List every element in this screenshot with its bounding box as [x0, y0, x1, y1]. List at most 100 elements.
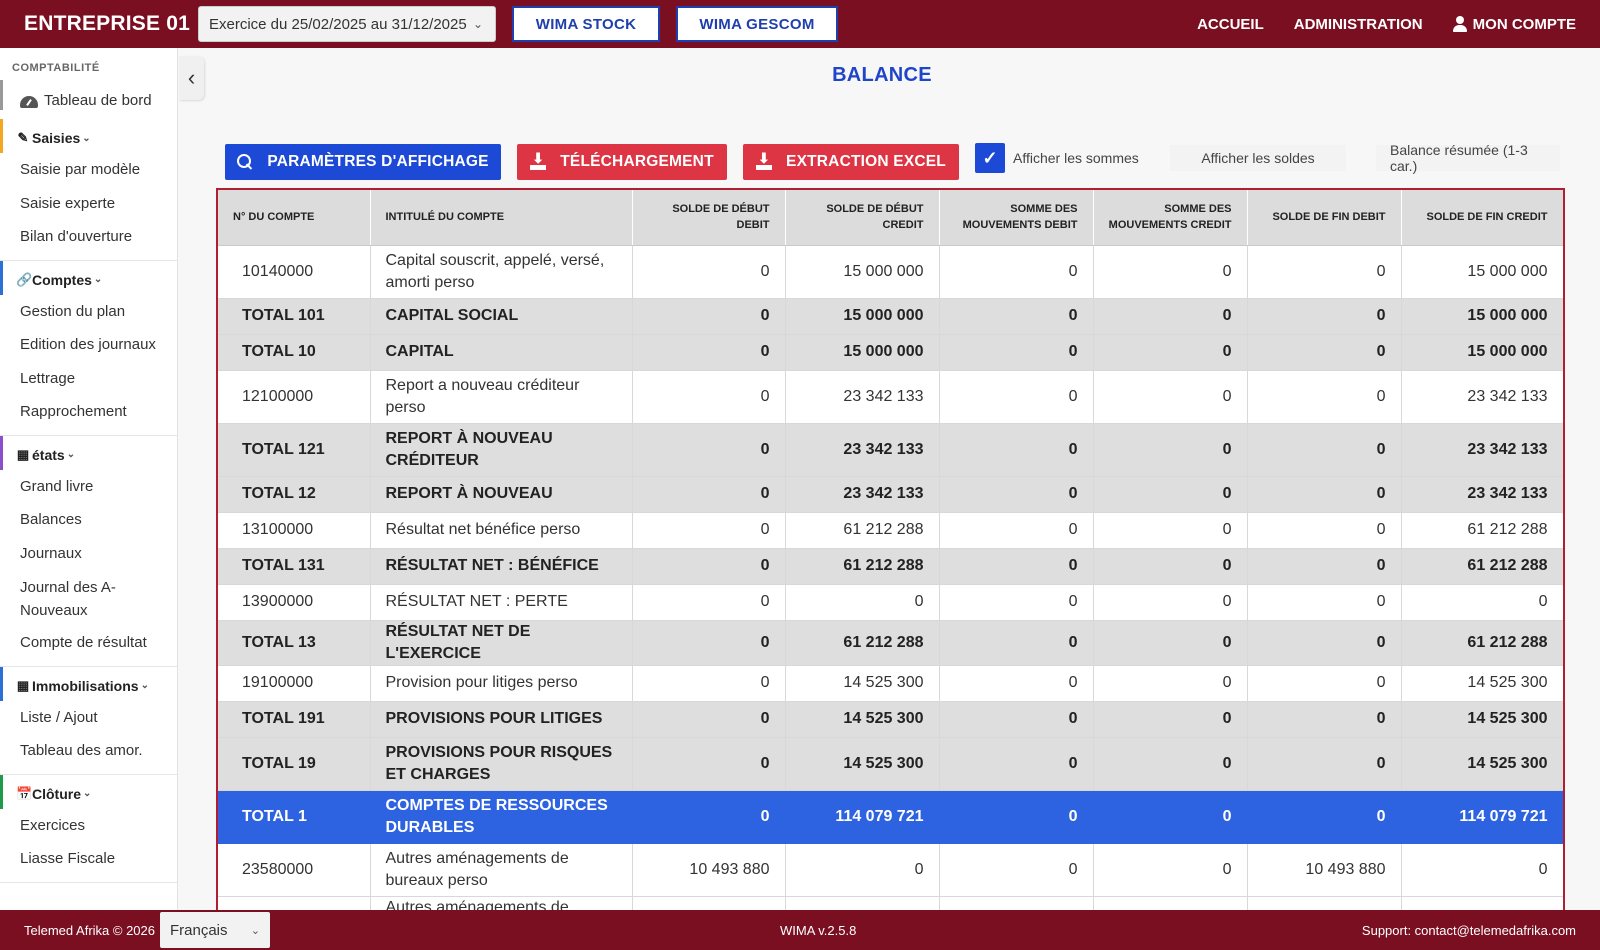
column-header[interactable]: SOMME DES MOUVEMENTS DEBIT — [939, 190, 1094, 246]
sidebar-item-exercices[interactable]: Exercices — [20, 816, 86, 834]
sidebar-section-cloture: 📅 Clôture ⌄ Exercices Liasse Fiscale — [0, 774, 177, 883]
summary-balance-option[interactable]: Balance résumée (1-3 car.) — [1376, 142, 1560, 174]
wima-gescom-button[interactable]: WIMA GESCOM — [676, 6, 838, 42]
amount-cell: 0 — [939, 548, 1094, 585]
document-icon: ▦ — [16, 446, 30, 462]
sidebar-section-toggle-etats[interactable]: ▦ états ⌄ — [0, 436, 177, 470]
nav-administration[interactable]: ADMINISTRATION — [1293, 15, 1423, 33]
amount-cell: 0 — [1247, 665, 1402, 702]
table-row[interactable]: 19100000 Provision pour litiges perso 0 14 … — [218, 665, 1563, 702]
sidebar-item-tableau-de-bord[interactable]: Tableau de bord — [0, 84, 177, 119]
balance-table-container[interactable]: N° DU COMPTE INTITULÉ DU COMPTE SOLDE DE… — [216, 188, 1565, 910]
language-select[interactable]: Français ⌄ — [160, 912, 270, 948]
column-header[interactable]: SOMME DES MOUVEMENTS CREDIT — [1093, 190, 1248, 246]
sidebar-section-toggle-saisies[interactable]: ✎ Saisies ⌄ — [0, 119, 177, 153]
excel-export-label: EXTRACTION EXCEL — [786, 153, 946, 170]
amount-cell: 0 — [1247, 548, 1402, 585]
chevron-down-icon: ⌄ — [140, 680, 149, 691]
amount-cell: 0 — [632, 370, 786, 424]
table-row-total[interactable]: TOTAL 101 CAPITAL SOCIAL 0 15 000 000 0 0 0 15 … — [218, 298, 1563, 335]
sidebar-item-bilan-ouverture[interactable]: Bilan d'ouverture — [20, 228, 133, 245]
amount-cell: 0 — [1247, 790, 1402, 844]
amount-cell — [632, 896, 786, 910]
amount-cell: 14 525 300 — [785, 737, 940, 791]
sidebar-item-lettrage[interactable]: Lettrage — [20, 369, 76, 387]
amount-cell: 15 000 000 — [1401, 334, 1563, 371]
column-header[interactable]: SOLDE DE DÉBUT DEBIT — [632, 190, 786, 246]
sidebar-section-saisies: ✎ Saisies ⌄ Saisie par modèle Saisie exp… — [0, 119, 177, 261]
amount-cell: 0 — [632, 665, 786, 702]
sidebar-item-rapprochement[interactable]: Rapprochement — [20, 403, 127, 420]
table-row[interactable]: 13100000 Résultat net bénéfice perso 0 61 2… — [218, 512, 1563, 549]
table-row[interactable]: 13900000 RÉSULTAT NET : PERTE 0 0 0 0 0 0 — [218, 584, 1563, 621]
sidebar-section-title: Immobilisations — [32, 677, 139, 694]
table-row-total[interactable]: TOTAL 12 REPORT À NOUVEAU 0 23 342 133 0 0 0 23… — [218, 476, 1563, 513]
sidebar-item-journaux[interactable]: Journaux — [20, 544, 82, 562]
sidebar-item-liasse-fiscale[interactable]: Liasse Fiscale — [20, 850, 116, 867]
sidebar-item-edition-des-journaux[interactable]: Edition des journaux — [20, 336, 156, 353]
sidebar-item-gestion-du-plan[interactable]: Gestion du plan — [20, 302, 126, 320]
column-header[interactable]: SOLDE DE FIN DEBIT — [1247, 190, 1402, 246]
chevron-down-icon: ⌄ — [250, 924, 260, 937]
sidebar-item-saisie-par-modele[interactable]: Saisie par modèle — [20, 161, 141, 178]
table-row[interactable]: 12100000 Report a nouveau créditeur perso… — [218, 370, 1563, 424]
column-header[interactable]: N° DU COMPTE — [218, 190, 371, 246]
amount-cell: 15 000 000 — [1401, 245, 1563, 299]
sidebar-item-tableau-des-amor[interactable]: Tableau des amor. — [20, 742, 143, 759]
sidebar-heading: COMPTABILITÉ — [12, 62, 100, 74]
support-contact[interactable]: Support: contact@telemedafrika.com — [1361, 922, 1576, 938]
company-name[interactable]: ENTREPRISE 01 — [24, 12, 190, 35]
nav-mon-compte-label: MON COMPTE — [1472, 15, 1576, 33]
exercise-select[interactable]: Exercice du 25/02/2025 au 31/12/2025 ⌄ — [198, 6, 496, 42]
account-label-cell: COMPTES DE RESSOURCES DURABLES — [370, 790, 633, 844]
column-header[interactable]: SOLDE DE DÉBUT CREDIT — [785, 190, 940, 246]
table-header-row: N° DU COMPTE INTITULÉ DU COMPTE SOLDE DE… — [218, 190, 1563, 246]
account-label-cell: PROVISIONS POUR RISQUES ET CHARGES — [370, 737, 633, 791]
sidebar-item-balances[interactable]: Balances — [20, 511, 82, 528]
section-color-bar — [0, 80, 3, 110]
show-sums-checkbox[interactable]: ✓ — [975, 143, 1005, 173]
account-label-cell: CAPITAL — [370, 334, 633, 371]
sidebar-section-toggle-immobilisations[interactable]: ▦ Immobilisations ⌄ — [0, 667, 177, 701]
sidebar-item-saisie-experte[interactable]: Saisie experte — [20, 194, 116, 212]
sidebar-section-toggle-cloture[interactable]: 📅 Clôture ⌄ — [0, 775, 177, 809]
account-label-cell: PROVISIONS POUR LITIGES — [370, 701, 633, 738]
table-row[interactable]: 23580000 Autres aménagements de bureaux p… — [218, 843, 1563, 897]
wima-stock-button[interactable]: WIMA STOCK — [512, 6, 660, 42]
column-header[interactable]: SOLDE DE FIN CREDIT — [1401, 190, 1563, 246]
chevron-down-icon: ⌄ — [93, 274, 103, 285]
download-button[interactable]: TÉLÉCHARGEMENT — [517, 144, 727, 180]
amount-cell: 0 — [632, 298, 786, 335]
show-sums-option[interactable]: ✓ Afficher les sommes — [975, 143, 1139, 173]
amount-cell — [1401, 896, 1563, 910]
table-row-total[interactable]: TOTAL 13 RÉSULTAT NET DE L'EXERCICE 0 61 21… — [218, 620, 1563, 666]
sidebar-section-toggle-comptes[interactable]: 🔗 Comptes ⌄ — [0, 261, 177, 295]
table-row[interactable]: 10140000 Capital souscrit, appelé, versé,… — [218, 245, 1563, 299]
sidebar-item-journal-a-nouveaux[interactable]: Journal des A-Nouveaux — [20, 579, 116, 619]
account-label-cell: REPORT À NOUVEAU — [370, 476, 633, 513]
excel-export-button[interactable]: EXTRACTION EXCEL — [743, 144, 959, 180]
amount-cell: 0 — [632, 584, 786, 621]
column-header[interactable]: INTITULÉ DU COMPTE — [370, 190, 633, 246]
table-row-total[interactable]: TOTAL 131 RÉSULTAT NET : BÉNÉFICE 0 61 212 … — [218, 548, 1563, 585]
sidebar-item-grand-livre[interactable]: Grand livre — [20, 477, 94, 495]
table-row-total[interactable]: TOTAL 19 PROVISIONS POUR RISQUES ET CHARG… — [218, 737, 1563, 791]
sidebar-item-compte-de-resultat[interactable]: Compte de résultat — [20, 634, 147, 651]
sidebar-collapse-button[interactable]: ‹ — [179, 56, 204, 100]
table-row-total[interactable]: TOTAL 10 CAPITAL 0 15 000 000 0 0 0 15 000 000 — [218, 334, 1563, 371]
table-row-total[interactable]: TOTAL 121 REPORT À NOUVEAU CRÉDITEUR 0 23 3… — [218, 423, 1563, 477]
show-balances-option[interactable]: Afficher les soldes — [1170, 145, 1346, 171]
table-row-grand-total[interactable]: TOTAL 1 COMPTES DE RESSOURCES DURABLES 0 11… — [218, 790, 1563, 844]
account-label-cell: RÉSULTAT NET : BÉNÉFICE — [370, 548, 633, 585]
table-row[interactable]: Autres aménagements de — [218, 896, 1563, 910]
account-number-cell: 23580000 — [218, 843, 371, 897]
display-params-button[interactable]: PARAMÈTRES D'AFFICHAGE — [225, 144, 501, 180]
sidebar-item-liste-ajout[interactable]: Liste / Ajout — [20, 708, 98, 726]
amount-cell: 0 — [939, 790, 1094, 844]
nav-accueil[interactable]: ACCUEIL — [1197, 15, 1264, 33]
table-row-total[interactable]: TOTAL 191 PROVISIONS POUR LITIGES 0 14 525 … — [218, 701, 1563, 738]
sidebar-section-etats: ▦ états ⌄ Grand livre Balances Journaux … — [0, 435, 177, 667]
nav-mon-compte[interactable]: MON COMPTE — [1452, 15, 1576, 33]
account-number-cell: TOTAL 191 — [218, 701, 371, 738]
sidebar: COMPTABILITÉ Tableau de bord ✎ Saisies ⌄… — [0, 48, 178, 910]
